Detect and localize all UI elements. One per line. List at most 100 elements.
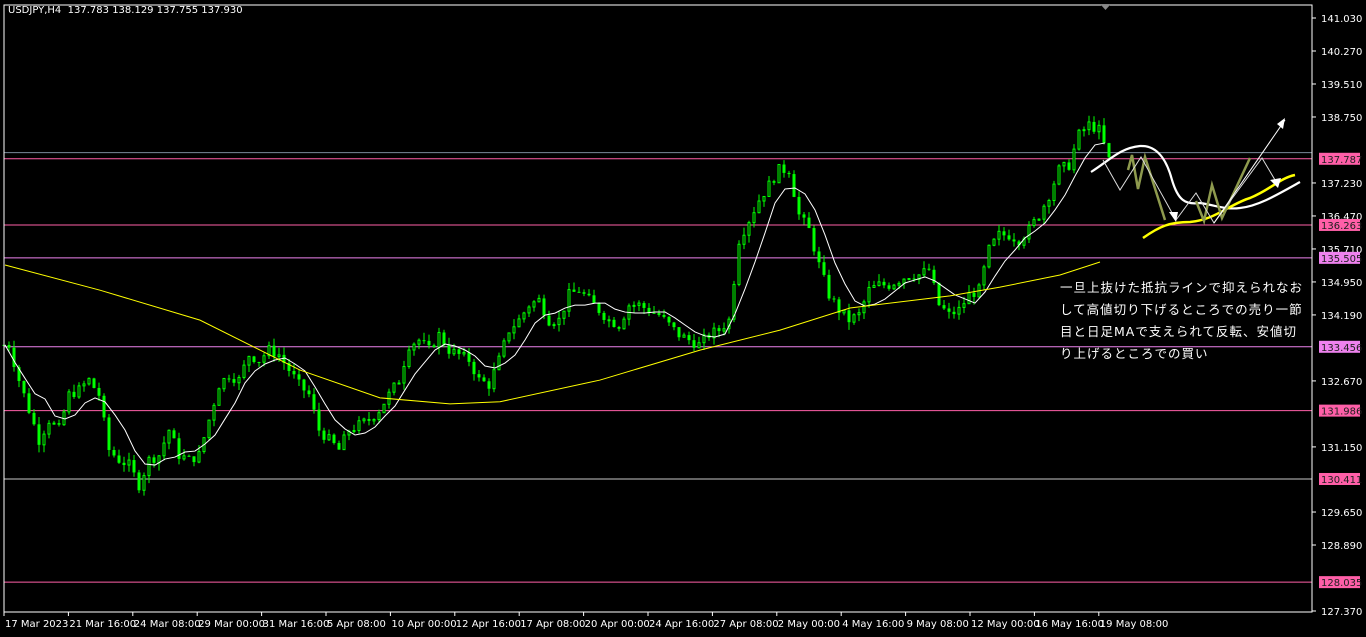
candle-body-bear <box>947 308 951 312</box>
x-tick-label: 9 May 08:00 <box>907 619 969 630</box>
level-label: 136.263 <box>1321 221 1362 232</box>
candle-body-bull <box>1032 219 1036 226</box>
y-axis: 141.030 140.270 139.510 138.750 137.230 136.4… <box>1312 14 1362 618</box>
candle-body-bear <box>542 298 546 316</box>
candle-body-bull <box>1037 218 1041 221</box>
candle-body-bull <box>1062 161 1066 167</box>
candle-body-bull <box>1077 129 1081 150</box>
x-tick-label: 20 Apr 00:00 <box>585 619 650 630</box>
candle-body-bull <box>867 286 871 303</box>
candle-body-bull <box>522 312 526 320</box>
candle-body-bull <box>127 459 131 466</box>
candle-body-bull <box>47 422 51 435</box>
level-label: 135.505 <box>1321 254 1362 265</box>
candle-body-bear <box>37 424 41 445</box>
candle-body-bear <box>272 345 276 357</box>
candle-body-bear <box>667 316 671 323</box>
y-tick-label: 129.650 <box>1321 508 1362 519</box>
annotation-text: 一旦上抜けた抵抗ラインで抑えられなお して高値切り下げるところでの売り一節 目と… <box>1060 277 1303 365</box>
candle-body-bull <box>562 310 566 319</box>
level-label: 133.456 <box>1321 343 1362 354</box>
y-tick-label: 135.710 <box>1321 245 1362 256</box>
candle-body-bear <box>572 289 576 292</box>
candle-body-bear <box>312 394 316 410</box>
candle-body-bull <box>212 404 216 421</box>
y-tick-label: 132.670 <box>1321 377 1362 388</box>
candle-body-bull <box>997 230 1001 240</box>
candle-body-bear <box>642 303 646 308</box>
candle-body-bull <box>512 326 516 334</box>
x-tick-label: 27 Apr 08:00 <box>713 619 778 630</box>
candle-body-bear <box>72 391 76 397</box>
candle-body-bear <box>17 367 21 382</box>
candle-body-bear <box>927 268 931 270</box>
candle-body-bear <box>647 307 651 313</box>
candle-body-bull <box>722 328 726 332</box>
x-tick-label: 24 Mar 08:00 <box>134 619 201 630</box>
candle-body-bear <box>657 312 661 315</box>
candle-body-bear <box>822 262 826 275</box>
axes <box>3 4 1313 613</box>
candle-body-bull <box>397 382 401 385</box>
candle-body-bull <box>382 403 386 414</box>
candle-body-bear <box>662 314 666 317</box>
scroll-marker-icon <box>1101 5 1110 10</box>
candle-body-bull <box>857 312 861 316</box>
candle-body-bull <box>697 342 701 349</box>
candle-body-bear <box>132 460 136 473</box>
candle-body-bear <box>652 312 656 314</box>
level-label: 131.986 <box>1321 407 1362 418</box>
candle-body-bear <box>22 381 26 394</box>
candle-body-bull <box>1047 200 1051 207</box>
candle-body-bull <box>377 412 381 421</box>
annotation-line: 一旦上抜けた抵抗ラインで抑えられなお <box>1060 280 1304 295</box>
candle-body-bull <box>982 266 986 286</box>
candle-body-bear <box>177 438 181 459</box>
candle-body-bear <box>257 362 261 364</box>
candle-body-bear <box>612 319 616 327</box>
candle-body-bull <box>702 334 706 344</box>
candle-body-bear <box>1012 239 1016 242</box>
candle-body-bear <box>832 298 836 300</box>
x-tick-label: 12 Apr 16:00 <box>456 619 521 630</box>
candle-body-bull <box>632 304 636 307</box>
candle-body-bear <box>672 322 676 328</box>
level-label-box <box>1319 251 1360 264</box>
candle-body-bear <box>717 328 721 332</box>
x-tick-label: 12 May 00:00 <box>971 619 1040 630</box>
candle-body-bull <box>1097 124 1101 133</box>
candle-body-bull <box>897 282 901 286</box>
candle-body-bear <box>847 310 851 323</box>
candle-body-bear <box>817 251 821 263</box>
candle-body-bull <box>842 309 846 314</box>
candle-body-bull <box>917 274 921 280</box>
x-tick-label: 2 May 00:00 <box>778 619 840 630</box>
candle-body-bear <box>687 335 691 341</box>
projection-arrow-up <box>1213 119 1286 224</box>
level-label-box <box>1319 472 1360 485</box>
candle-body-bear <box>1067 162 1071 170</box>
candle-body-bear <box>297 374 301 380</box>
candle-body-bear <box>292 370 296 375</box>
y-tick-label: 127.370 <box>1321 607 1362 618</box>
ma-slow-line <box>4 261 1101 405</box>
candle-body-bull <box>167 429 171 444</box>
candle-body-bear <box>302 379 306 391</box>
y-tick-label: 134.950 <box>1321 278 1362 289</box>
candle-body-bull <box>622 318 626 330</box>
chart-title: USDJPY,H4 137.783 138.129 137.755 137.93… <box>8 5 243 16</box>
projection-thin-path <box>1102 156 1279 224</box>
candle-body-bear <box>487 381 491 389</box>
candle-body-bull <box>747 222 751 236</box>
candle-body-bear <box>7 344 11 348</box>
candle-body-bull <box>767 180 771 197</box>
candle-body-bull <box>247 355 251 366</box>
candle-body-bear <box>1002 231 1006 236</box>
candle-body-bull <box>537 297 541 303</box>
candle-body-bear <box>547 315 551 326</box>
x-tick-label: 17 Apr 08:00 <box>520 619 585 630</box>
symbol-label: USDJPY,H4 <box>8 5 62 16</box>
x-tick-label: 29 Mar 00:00 <box>198 619 265 630</box>
